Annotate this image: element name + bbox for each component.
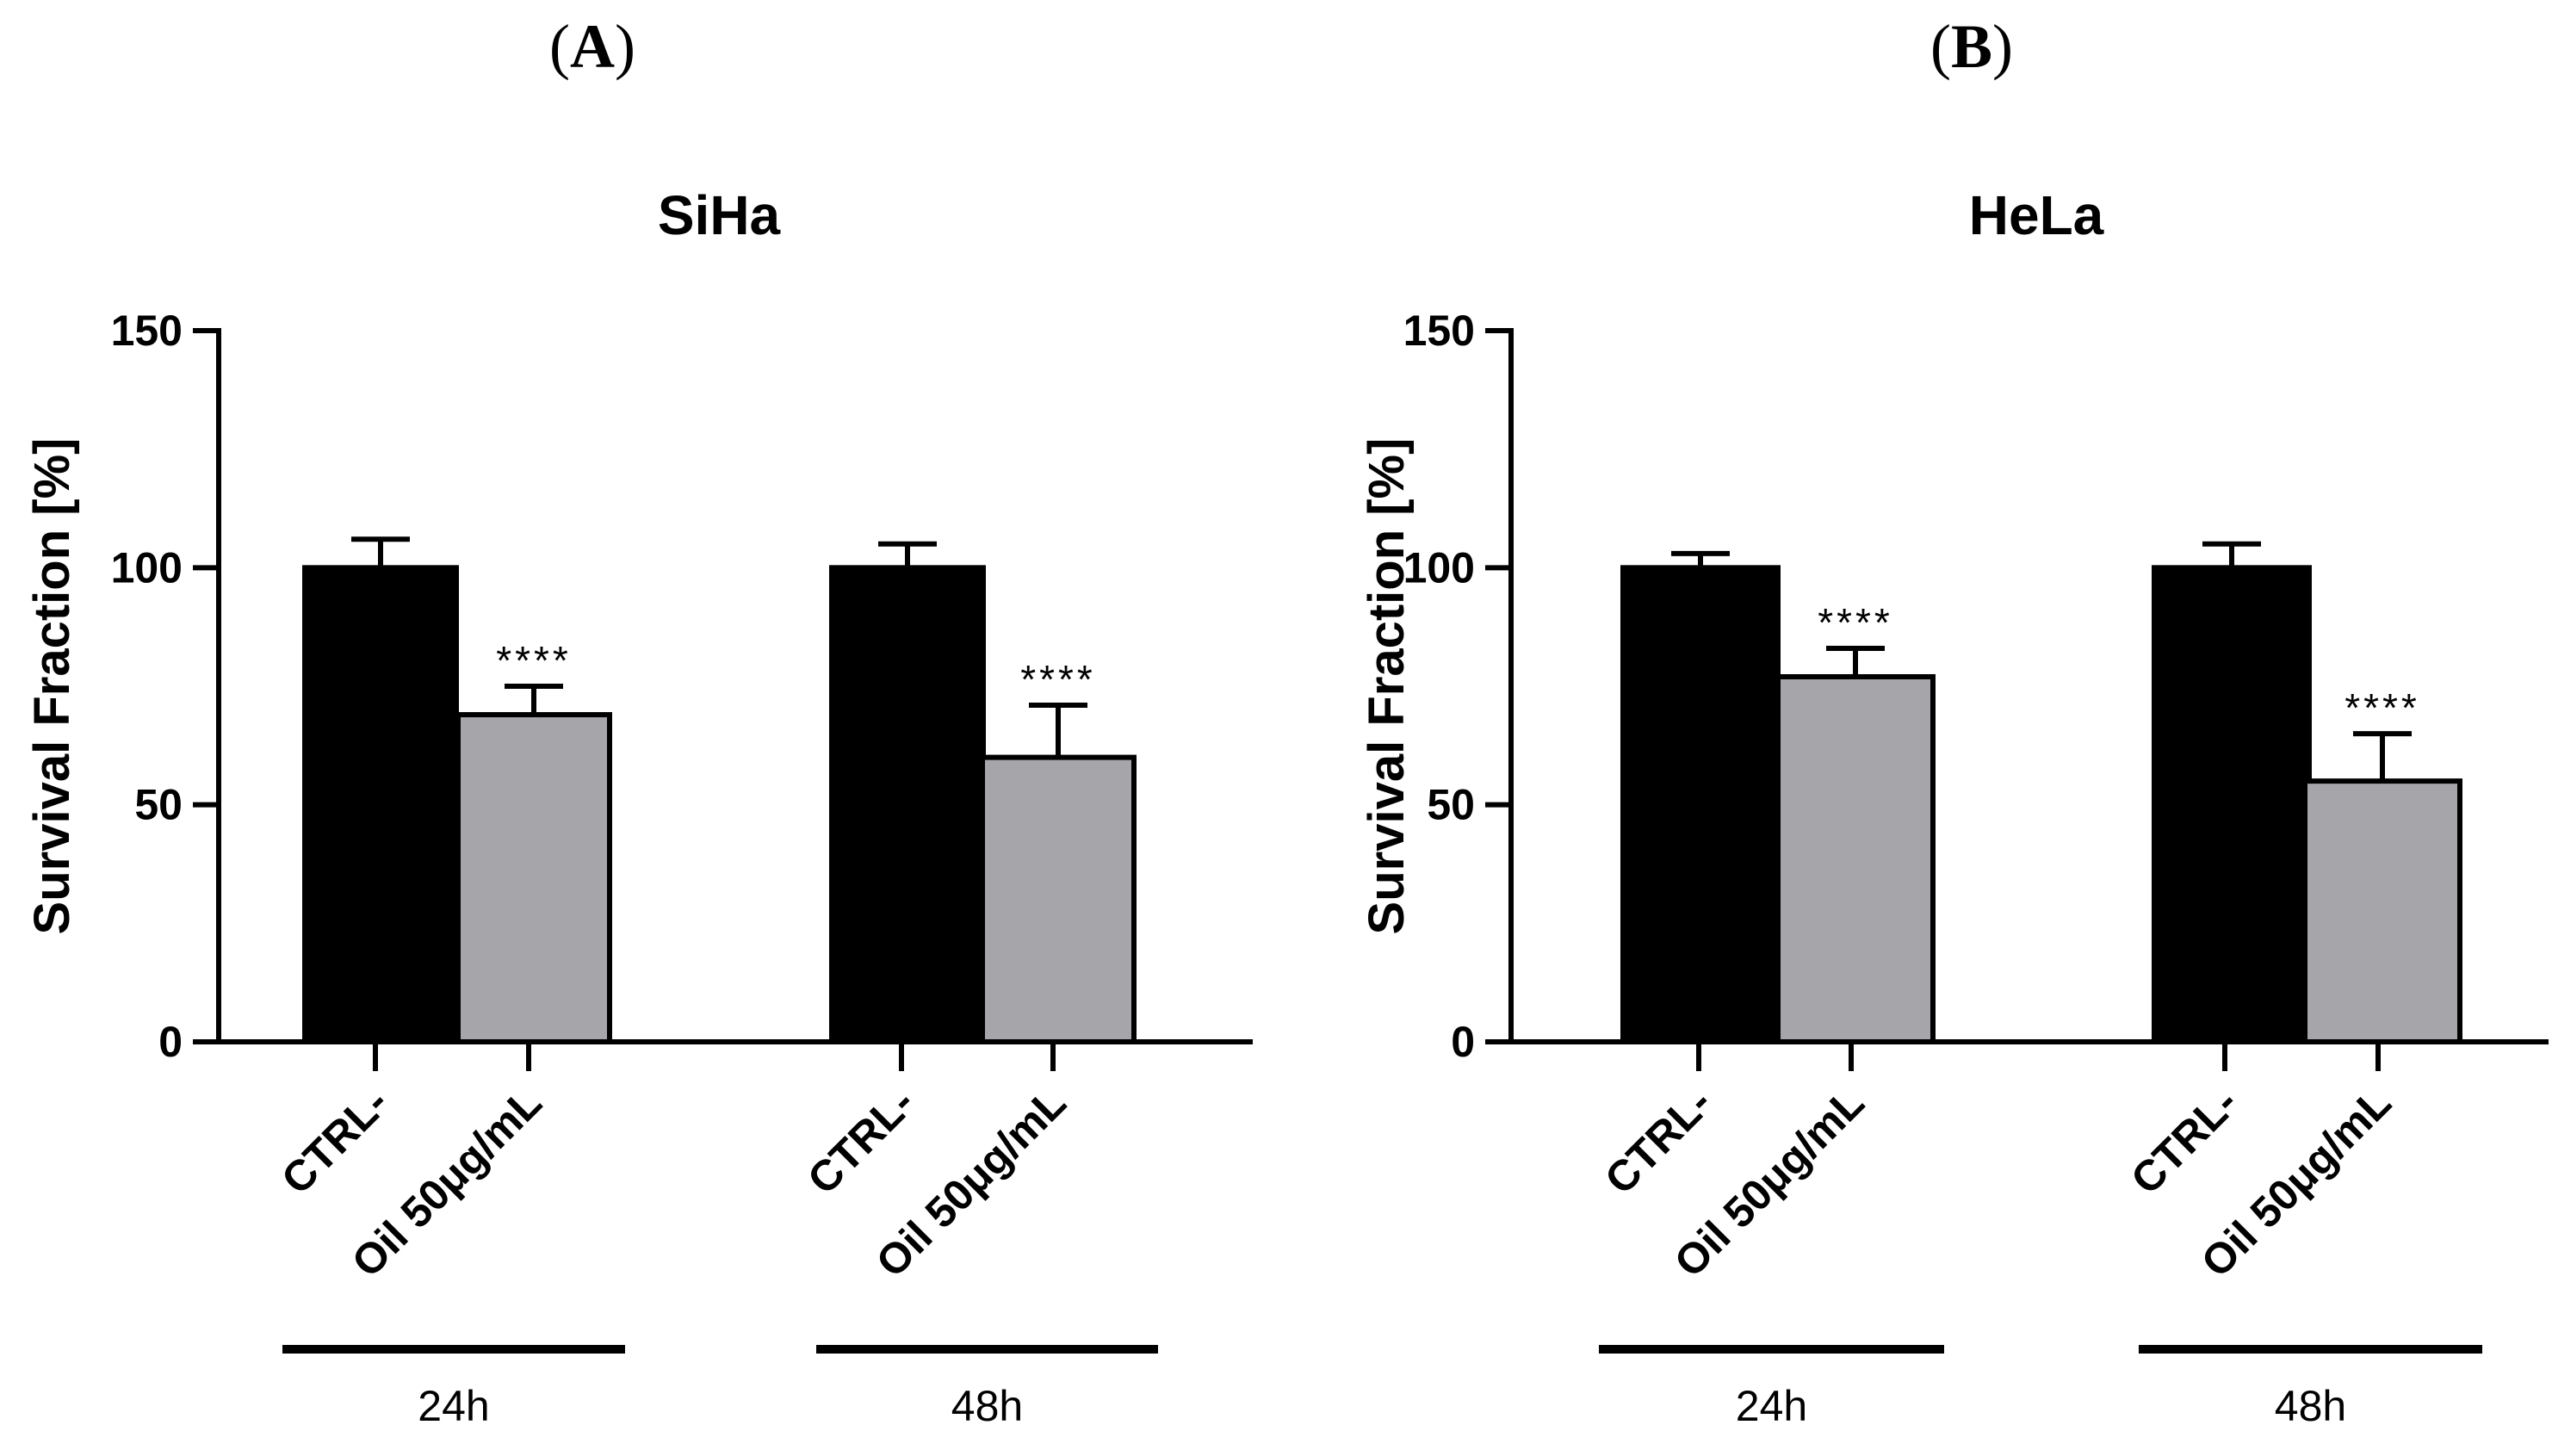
y-tick-label: 150 [1403, 307, 1475, 355]
significance-label: **** [2344, 685, 2420, 730]
y-tick-label: 0 [1451, 1018, 1475, 1066]
y-tick-label: 0 [158, 1018, 183, 1066]
significance-label: **** [1020, 657, 1096, 702]
x-category-label: CTRL- [2122, 1078, 2247, 1204]
panel-label: (A) [549, 12, 635, 81]
group-label: 24h [418, 1382, 489, 1430]
y-tick-label: 100 [111, 543, 183, 592]
y-tick-label: 150 [111, 307, 183, 355]
group-label: 24h [1736, 1382, 1807, 1430]
x-category-label: CTRL- [798, 1078, 924, 1204]
bar [455, 712, 612, 1044]
chart-title: HeLa [1969, 184, 2104, 246]
group-label: 48h [2275, 1382, 2346, 1430]
group-label: 48h [951, 1382, 1023, 1430]
bar [2152, 565, 2312, 1044]
chart-panel-a: (A) SiHa Survival Fraction [%] 0 50 100 150 CTR… [24, 12, 1253, 1430]
x-category-label: CTRL- [272, 1078, 398, 1204]
y-axis-title: Survival Fraction [%] [24, 438, 80, 935]
chart-title: SiHa [658, 184, 781, 246]
y-tick-label: 100 [1403, 543, 1475, 592]
bar [980, 754, 1137, 1044]
y-axis-title: Survival Fraction [%] [1359, 438, 1415, 935]
bar [1775, 673, 1936, 1045]
panel-label: (B) [1930, 12, 2013, 81]
chart-panel-b: (B) HeLa Survival Fraction [%] 0 50 100 150 CTR… [1359, 12, 2549, 1430]
y-tick-label: 50 [1427, 781, 1475, 829]
bar [302, 565, 459, 1044]
bar [1620, 565, 1781, 1044]
x-category-label: CTRL- [1595, 1078, 1721, 1204]
significance-label: **** [1818, 600, 1893, 645]
significance-label: **** [496, 638, 572, 683]
y-tick-label: 50 [134, 781, 183, 829]
bar [2302, 778, 2462, 1045]
bar [829, 565, 986, 1044]
